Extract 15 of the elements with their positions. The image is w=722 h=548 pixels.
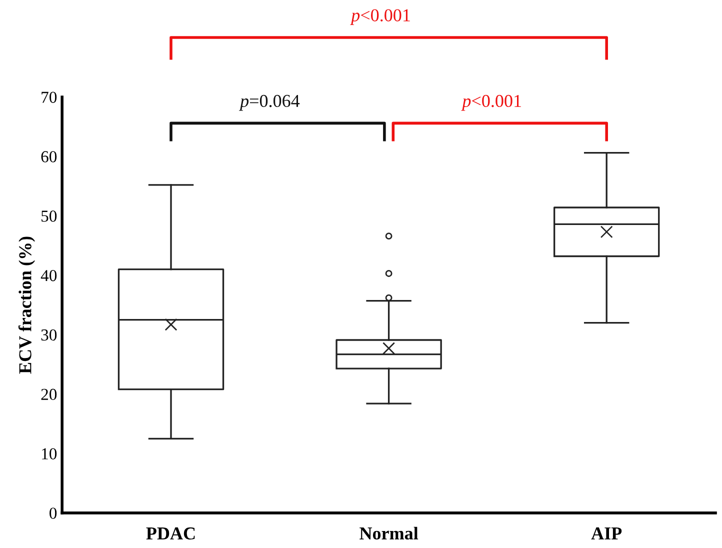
y-tick-label: 60	[41, 151, 57, 162]
y-tick-label: 30	[41, 329, 57, 341]
text: p<0.001	[350, 9, 410, 26]
y-tick-label: 50	[42, 210, 57, 222]
y-tick-label: 10	[42, 448, 57, 460]
annotation: p<0.001	[461, 94, 521, 111]
y-tick-label: 20	[41, 388, 57, 400]
x-tick-label: AIP	[591, 527, 622, 540]
y-tick-label: 40	[40, 270, 57, 282]
x-tick-label: PDAC	[146, 527, 195, 540]
x-tick-label: Normal	[360, 526, 418, 540]
y-tick-label: 0	[50, 508, 57, 519]
y-tick-label: 70	[42, 92, 57, 103]
annotation: p=0.064	[238, 94, 300, 111]
y-axis-title: ECV fraction (%)	[18, 236, 36, 374]
